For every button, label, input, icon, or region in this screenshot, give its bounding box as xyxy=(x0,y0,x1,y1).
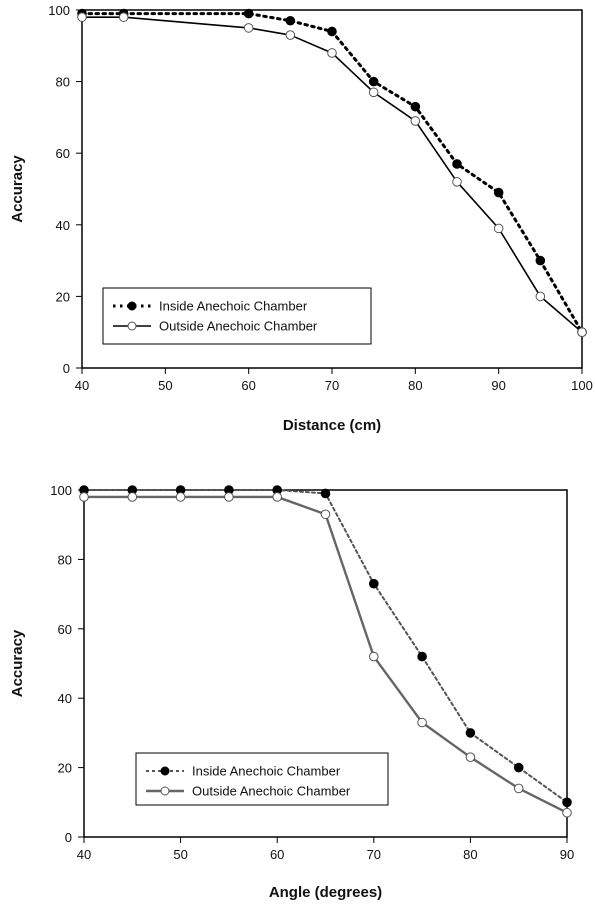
c2-inside-data-point xyxy=(563,798,572,807)
c1-inside-data-point xyxy=(286,16,295,25)
c2-x-tick-label: 60 xyxy=(270,847,284,862)
c1-outside-data-point xyxy=(494,224,503,233)
c2-y-tick-label: 0 xyxy=(65,830,72,845)
c2-y-tick-label: 80 xyxy=(58,552,72,567)
c2-outside-data-point xyxy=(128,493,137,502)
c2-outside-data-point xyxy=(514,784,523,793)
c2-x-tick-label: 40 xyxy=(77,847,91,862)
c2-outside-data-point xyxy=(225,493,234,502)
c1-outside-data-point xyxy=(536,292,545,301)
c1-outside-data-point xyxy=(453,178,462,187)
c2-legend-label: Inside Anechoic Chamber xyxy=(192,764,341,779)
c1-y-tick-label: 80 xyxy=(56,75,70,90)
c1-legend-swatch-marker xyxy=(128,302,136,310)
c2-inside-data-point xyxy=(514,763,523,772)
c1-outside-data-point xyxy=(578,328,587,337)
c2-inside-data-point xyxy=(466,729,475,738)
c1-inside-data-point xyxy=(328,27,337,36)
c2-y-tick-label: 20 xyxy=(58,761,72,776)
distance-accuracy-chart: 40 50 60 70 80 90 100 0 20 40 60 80 100 Distance (cm)… xyxy=(0,0,595,445)
c1-outside-series-line xyxy=(82,17,582,332)
c1-legend-label: Inside Anechoic Chamber xyxy=(159,299,308,314)
c1-x-tick-label: 90 xyxy=(491,378,505,393)
c1-inside-data-point xyxy=(244,9,253,18)
c1-legend-swatch-marker xyxy=(128,322,136,330)
c2-x-axis-title: Angle (degrees) xyxy=(269,884,382,901)
c1-legend xyxy=(103,288,371,344)
c1-inside-data-point xyxy=(494,188,503,197)
c1-y-tick-label: 0 xyxy=(63,361,70,376)
c2-x-tick-label: 90 xyxy=(560,847,574,862)
c2-outside-data-point xyxy=(273,493,282,502)
c2-y-tick-label: 100 xyxy=(50,483,72,498)
c2-y-tick-label: 60 xyxy=(58,622,72,637)
c1-x-tick-label: 100 xyxy=(571,378,593,393)
c2-inside-data-point xyxy=(418,652,427,661)
c1-outside-data-point xyxy=(119,13,128,22)
c1-y-tick-label: 100 xyxy=(48,3,70,18)
c1-x-axis-title: Distance (cm) xyxy=(283,417,381,434)
c1-y-axis-title: Accuracy xyxy=(9,155,26,223)
c1-x-tick-label: 50 xyxy=(158,378,172,393)
c1-x-tick-label: 60 xyxy=(241,378,255,393)
c1-inside-data-point xyxy=(536,256,545,265)
c2-inside-data-point xyxy=(370,579,379,588)
c2-x-tick-label: 70 xyxy=(367,847,381,862)
c2-legend-label: Outside Anechoic Chamber xyxy=(192,784,351,799)
c1-x-tick-label: 80 xyxy=(408,378,422,393)
c1-outside-data-point xyxy=(244,24,253,33)
c1-inside-data-point xyxy=(411,102,420,111)
c1-x-tick-label: 70 xyxy=(325,378,339,393)
c2-outside-data-point xyxy=(176,493,185,502)
c1-x-tick-label: 40 xyxy=(75,378,89,393)
c1-inside-data-point xyxy=(369,77,378,86)
c1-outside-data-point xyxy=(328,49,337,58)
c2-outside-data-point xyxy=(563,808,572,817)
c1-y-tick-label: 60 xyxy=(56,146,70,161)
c2-outside-data-point xyxy=(321,510,330,519)
c1-legend-label: Outside Anechoic Chamber xyxy=(159,319,318,334)
c1-outside-data-point xyxy=(411,117,420,126)
c2-outside-data-point xyxy=(80,493,89,502)
c1-outside-data-point xyxy=(286,31,295,40)
c1-y-tick-label: 20 xyxy=(56,289,70,304)
angle-accuracy-chart: 40 50 60 70 80 90 0 20 40 60 80 100 Angle (degrees) A… xyxy=(0,470,595,908)
c1-outside-data-point xyxy=(369,88,378,97)
c2-y-axis-title: Accuracy xyxy=(9,629,26,697)
c2-inside-data-point xyxy=(321,489,330,498)
c1-y-tick-label: 40 xyxy=(56,218,70,233)
c2-y-tick-label: 40 xyxy=(58,691,72,706)
c1-inside-series-line xyxy=(82,14,582,333)
c2-x-tick-label: 80 xyxy=(463,847,477,862)
c2-legend-swatch-marker xyxy=(161,787,169,795)
c2-outside-data-point xyxy=(418,718,427,727)
c1-inside-data-point xyxy=(453,160,462,169)
c2-outside-data-point xyxy=(466,753,475,762)
c2-outside-data-point xyxy=(370,652,379,661)
c2-legend-swatch-marker xyxy=(161,767,169,775)
c2-x-tick-label: 50 xyxy=(173,847,187,862)
c1-outside-data-point xyxy=(78,13,87,22)
